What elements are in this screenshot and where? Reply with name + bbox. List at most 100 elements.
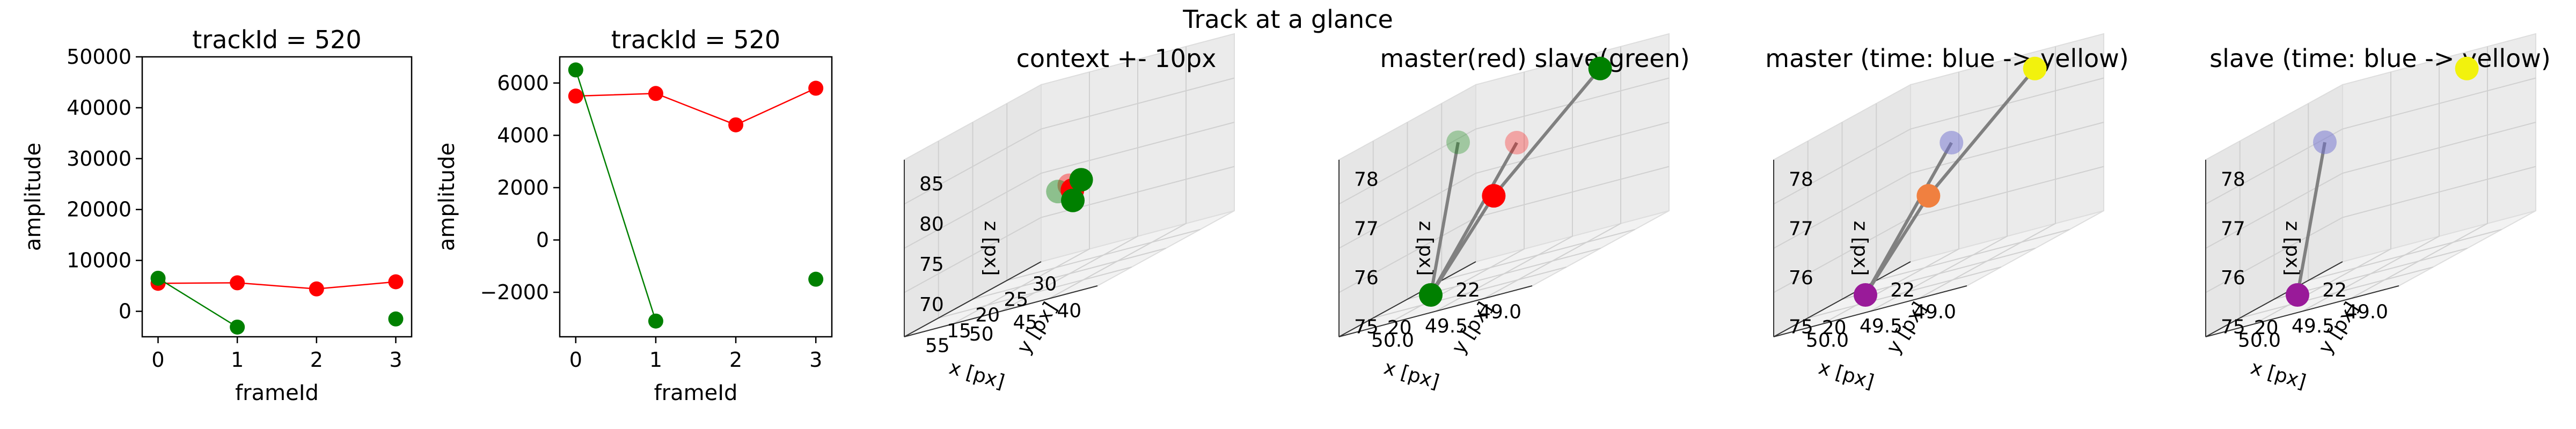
grid-line xyxy=(1773,77,2104,205)
z-axis-label: z [px] xyxy=(1415,221,1437,276)
y-tick-label: 0 xyxy=(119,300,131,323)
z-tick-label: 77 xyxy=(2221,218,2245,240)
y-tick-label: 22 xyxy=(1890,279,1915,301)
grid-line xyxy=(952,72,1090,325)
y-tick-label: 20 xyxy=(2254,317,2279,339)
z-tick-label: 78 xyxy=(2221,169,2245,191)
z-tick-label: 77 xyxy=(1354,218,1379,240)
grid-line xyxy=(1876,229,2070,281)
panel-1: trackId = 520 frameId amplitude 0 1 2 3 0 10000 2… xyxy=(21,25,413,405)
chart-title: trackId = 520 xyxy=(611,25,780,54)
data-point-3d xyxy=(1854,283,1877,307)
x-tick-label: 49.5 xyxy=(1860,315,1902,337)
y-tick-label: 30 xyxy=(1033,273,1057,295)
data-point-red xyxy=(568,88,583,104)
data-point-3d xyxy=(1940,131,1964,155)
data-point-red xyxy=(388,274,404,290)
x-tick-label: 0 xyxy=(151,348,164,372)
y-tick-label: 30000 xyxy=(67,147,131,171)
data-point-red xyxy=(230,275,245,291)
x-tick-label: 1 xyxy=(649,348,662,372)
z-tick-label: 75 xyxy=(1789,316,1813,338)
y-axis-line xyxy=(2205,261,2343,337)
x-tick-label: 45 xyxy=(1013,312,1038,334)
x-axis-line xyxy=(1338,285,1533,337)
y-axis-line xyxy=(1338,261,1476,337)
data-point-3d xyxy=(2286,283,2309,307)
z-tick-label: 76 xyxy=(1789,267,1813,289)
data-point-3d xyxy=(1419,283,1443,307)
data-point-red xyxy=(309,281,324,297)
x-tick-label: 50 xyxy=(969,323,994,345)
data-point-green xyxy=(568,62,583,78)
grid-line xyxy=(1918,46,2056,299)
chart-title: master(red) slave(green) xyxy=(1380,44,1689,73)
y-tick-label: 15 xyxy=(947,320,971,342)
data-point-3d xyxy=(1482,184,1506,208)
series-line-green xyxy=(157,277,238,328)
z-tick-label: 75 xyxy=(2221,316,2245,338)
chart-title: trackId = 520 xyxy=(192,25,361,54)
x-tick-label: 49.5 xyxy=(2292,315,2334,337)
y-axis-label: amplitude xyxy=(435,143,459,251)
z-tick-label: 77 xyxy=(1789,218,1813,240)
grid-line xyxy=(1483,46,1621,299)
y-tick-label: 20 xyxy=(1822,317,1847,339)
x-tick-label: 49.0 xyxy=(1479,301,1521,323)
grid-line xyxy=(1049,46,1187,299)
x-tick-label: 50.0 xyxy=(2238,329,2281,351)
chart-title: master (time: blue -> yellow) xyxy=(1765,44,2128,73)
x-tick-label: 55 xyxy=(925,335,950,357)
z-tick-label: 76 xyxy=(2221,267,2245,289)
data-point-green xyxy=(150,270,166,286)
x-axis-line xyxy=(2205,285,2399,337)
x-tick-label: 0 xyxy=(569,348,582,372)
data-point-3d xyxy=(2023,56,2047,80)
grid-line xyxy=(1000,59,1138,312)
link-line xyxy=(2296,142,2326,295)
data-point-green xyxy=(388,311,404,327)
y-tick-label: 22 xyxy=(2322,279,2347,301)
grid-line xyxy=(2205,77,2536,205)
y-axis-label: amplitude xyxy=(21,143,46,251)
x-axis-label: x [px] xyxy=(1381,357,1441,393)
y-tick-label: 2000 xyxy=(497,176,549,199)
data-point-green xyxy=(230,319,245,335)
grid-line xyxy=(972,248,1166,300)
plot-frame xyxy=(559,56,833,338)
data-point-3d xyxy=(1446,130,1470,154)
z-tick-label: 70 xyxy=(919,294,944,316)
x-axis-line xyxy=(1773,285,1967,337)
data-point-red xyxy=(728,117,744,132)
grid-line xyxy=(2350,46,2488,299)
x-tick-label: 49.0 xyxy=(1913,301,1956,323)
chart-title: context +- 10px xyxy=(1016,44,1217,73)
x-tick-label: 49.5 xyxy=(1425,315,1468,337)
z-tick-label: 80 xyxy=(919,213,944,235)
grid-line xyxy=(2302,59,2440,312)
data-point-green xyxy=(648,313,663,329)
grid-line xyxy=(1006,229,1201,281)
grid-line xyxy=(1773,122,2104,249)
x-axis-label: x [px] xyxy=(1816,357,1876,393)
y-tick-label: 20 xyxy=(975,305,1000,327)
y-tick-label: 22 xyxy=(1455,279,1480,301)
z-tick-label: 78 xyxy=(1789,169,1813,191)
y-tick-label: 4000 xyxy=(497,123,549,147)
x-tick-label: 50.0 xyxy=(1371,329,1414,351)
grid-line xyxy=(1338,77,1670,205)
grid-line xyxy=(1435,59,1573,312)
y-tick-label: 0 xyxy=(536,228,549,252)
y-axis-line xyxy=(904,261,1042,337)
y-tick-label: 25 xyxy=(1004,289,1028,311)
link-line xyxy=(1492,67,1601,197)
x-tick-label: 1 xyxy=(231,348,244,372)
z-axis-label: z [px] xyxy=(980,221,1002,276)
y-tick-label: 40000 xyxy=(67,96,131,120)
data-point-3d xyxy=(1505,131,1529,155)
y-tick-label: −2000 xyxy=(480,280,549,304)
series-line-green xyxy=(575,70,657,322)
series-line-red xyxy=(575,87,816,126)
